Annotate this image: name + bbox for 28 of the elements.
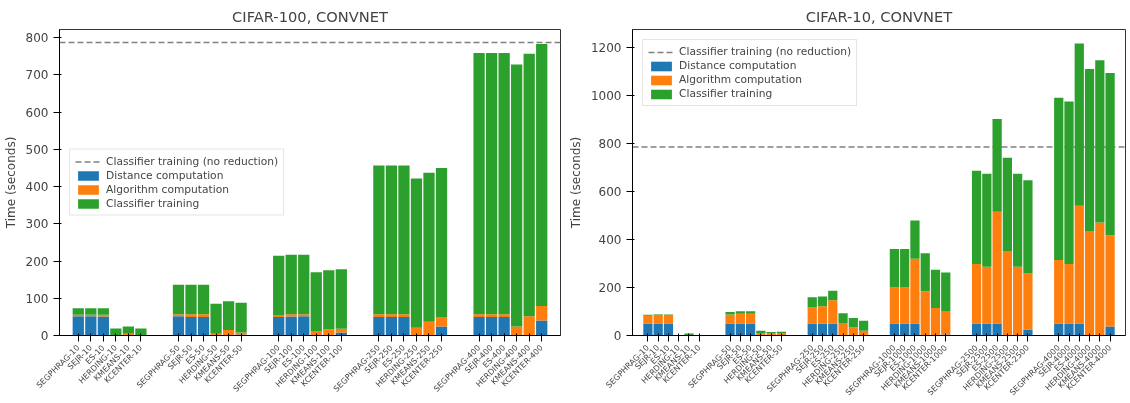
y-tick-label: 400 [598, 233, 622, 247]
legend-label: Classifier training (no reduction) [679, 45, 852, 58]
y-tick-label: 100 [25, 291, 49, 306]
y-tick-label: 1000 [590, 89, 622, 103]
y-tick-label: 800 [598, 137, 622, 151]
legend-label: Distance computation [679, 59, 797, 72]
y-tick-label: 600 [25, 105, 49, 120]
legend-label: Classifier training [679, 87, 773, 100]
y-tick-label: 0 [613, 329, 622, 343]
legend-label: Algorithm computation [106, 182, 229, 196]
y-axis-title: Time (seconds) [568, 136, 583, 230]
y-tick-label: 500 [25, 142, 49, 157]
chart-title: CIFAR-10, CONVNET [805, 7, 953, 25]
y-tick-label: 200 [598, 281, 622, 295]
y-tick-label: 400 [25, 180, 49, 195]
legend-label: Algorithm computation [679, 73, 802, 86]
y-axis-title: Time (seconds) [3, 136, 18, 230]
legend-label: Classifier training (no reduction) [106, 154, 279, 168]
y-tick-label: 200 [25, 254, 49, 269]
legend-label: Classifier training [106, 196, 200, 210]
y-tick-label: 600 [598, 185, 622, 199]
y-tick-label: 0 [40, 329, 49, 343]
y-tick-label: 700 [25, 68, 49, 83]
chart-title: CIFAR-100, CONVNET [232, 7, 388, 25]
y-tick-label: 800 [25, 31, 49, 46]
legend-label: Distance computation [106, 168, 224, 182]
y-tick-label: 300 [25, 217, 49, 232]
y-tick-label: 1200 [590, 41, 622, 55]
